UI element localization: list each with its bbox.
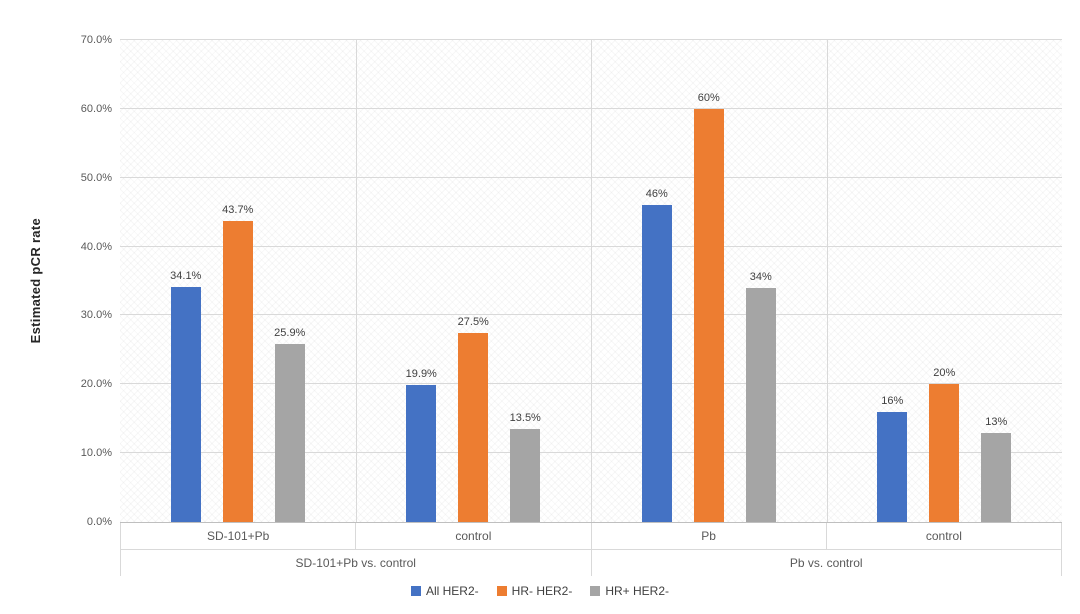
bar-hr-her2: 60% — [693, 92, 724, 522]
bar-value-label: 25.9% — [274, 326, 306, 339]
y-tick-label: 70.0% — [80, 34, 112, 46]
gridline — [120, 39, 1062, 40]
group-label: Pb vs. control — [592, 550, 1062, 576]
category-label: SD-101+Pb — [120, 523, 357, 549]
group-label: SD-101+Pb vs. control — [120, 550, 592, 576]
bar-all-her2: 34.1% — [170, 270, 201, 522]
y-tick-label: 50.0% — [80, 171, 112, 184]
legend-marker-icon — [410, 586, 421, 596]
category-label: control — [827, 523, 1062, 549]
y-tick-label: 30.0% — [80, 309, 112, 322]
y-tick-label: 20.0% — [80, 378, 112, 391]
bar-value-label: 46% — [645, 188, 668, 201]
bar-value-label: 34% — [749, 270, 772, 283]
y-axis-tick-labels: 0.0% 10.0% 20.0% 30.0% 40.0% 50.0% 60.0% 70.0% — [0, 34, 112, 528]
category-section: 46% 60% 34% — [591, 40, 827, 522]
bar-value-label: 13% — [985, 415, 1008, 428]
category-axis: SD-101+Pb control Pb control — [120, 523, 1062, 549]
bar-value-label: 27.5% — [457, 315, 489, 328]
bar-all-her2: 19.9% — [406, 368, 437, 522]
bar-hr-her2: 27.5% — [458, 316, 489, 522]
group-axis: SD-101+Pb vs. control Pb vs. control — [120, 549, 1062, 576]
y-tick-label: 60.0% — [80, 102, 112, 115]
bar-hr-her2: 43.7% — [222, 204, 253, 522]
bar-value-label: 16% — [881, 394, 904, 407]
legend-label: HR- HER2- — [511, 584, 573, 598]
legend: All HER2- HR- HER2- HR+ HER2- — [0, 584, 1080, 598]
legend-item: All HER2- — [410, 584, 479, 598]
legend-marker-icon — [590, 586, 601, 596]
y-tick-label: 0.0% — [86, 516, 112, 528]
legend-item: HR- HER2- — [496, 584, 573, 598]
legend-label: All HER2- — [425, 584, 479, 598]
bar-hr-her2: 25.9% — [274, 327, 305, 522]
category-section: 16% 20% 13% — [827, 40, 1063, 522]
category-label: control — [356, 523, 592, 549]
bar-all-her2: 16% — [877, 395, 908, 522]
bar-value-label: 43.7% — [222, 204, 254, 217]
y-tick-label: 10.0% — [80, 447, 112, 460]
bar-all-her2: 46% — [641, 188, 672, 522]
bar-value-label: 34.1% — [170, 270, 202, 283]
plot-area: 34.1% 43.7% 25.9% 19.9% 27.5% 13.5% 46% 60% 34% 1… — [120, 39, 1063, 523]
bar-value-label: 13.5% — [509, 412, 541, 425]
section-divider — [355, 40, 357, 522]
category-section: 34.1% 43.7% 25.9% — [120, 40, 356, 522]
bar-value-label: 60% — [697, 91, 720, 104]
legend-item: HR+ HER2- — [590, 584, 669, 598]
category-label: Pb — [592, 523, 827, 549]
legend-label: HR+ HER2- — [605, 584, 670, 598]
bar-hr-her2: 13.5% — [510, 412, 541, 522]
bar-hr-her2: 34% — [745, 271, 776, 522]
bar-hr-her2: 13% — [981, 416, 1012, 522]
bar-value-label: 20% — [933, 367, 956, 380]
section-divider — [826, 40, 828, 522]
y-tick-label: 40.0% — [80, 240, 112, 253]
section-divider — [591, 40, 592, 522]
legend-marker-icon — [496, 586, 507, 596]
bar-value-label: 19.9% — [405, 367, 437, 380]
bar-hr-her2: 20% — [929, 367, 960, 522]
category-section: 19.9% 27.5% 13.5% — [356, 40, 592, 522]
